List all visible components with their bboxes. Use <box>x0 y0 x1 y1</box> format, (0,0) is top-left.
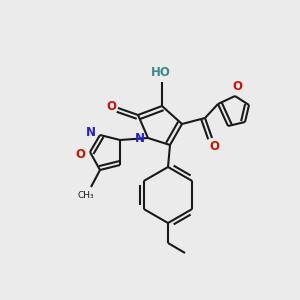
Text: O: O <box>209 140 219 154</box>
Text: O: O <box>75 148 85 160</box>
Text: O: O <box>232 80 242 94</box>
Text: O: O <box>106 100 116 113</box>
Text: CH₃: CH₃ <box>78 191 94 200</box>
Text: N: N <box>135 131 145 145</box>
Text: N: N <box>86 125 96 139</box>
Text: HO: HO <box>151 65 171 79</box>
